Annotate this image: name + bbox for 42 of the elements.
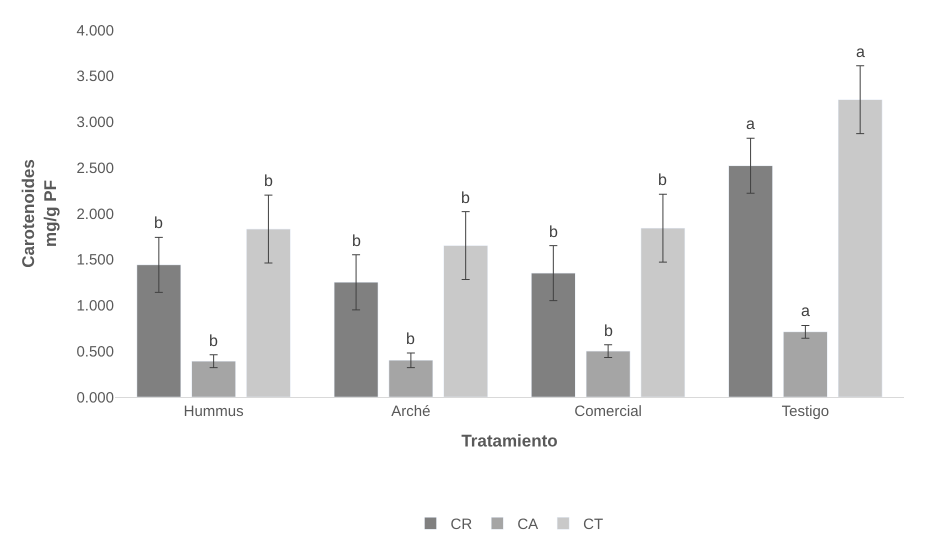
data-label: b: [352, 233, 361, 250]
legend-label: CT: [583, 516, 604, 534]
x-axis-title: Tratamiento: [461, 431, 558, 450]
data-label: b: [154, 215, 163, 232]
y-tick-label: 1.000: [76, 298, 114, 314]
y-tick-label: 3.500: [76, 68, 114, 86]
bar: [531, 272, 576, 397]
data-label: b: [406, 331, 415, 348]
y-axis-title: Carotenoides mg/g PF: [18, 159, 60, 268]
x-tick-label: Comercial: [574, 403, 642, 420]
bar: [246, 228, 291, 397]
y-tick-label: 0.500: [76, 343, 114, 360]
data-label: a: [746, 116, 755, 133]
bar: [728, 166, 773, 397]
data-label: b: [264, 173, 273, 190]
bar: [136, 264, 181, 397]
x-tick-label: Hummus: [184, 403, 244, 420]
y-tick-label: 4.000: [76, 22, 114, 40]
bar: [388, 360, 434, 397]
y-tick-label: 3.000: [76, 114, 114, 131]
data-label: b: [604, 323, 613, 340]
data-label: a: [856, 44, 865, 61]
y-tick-label: 1.500: [76, 252, 114, 269]
bar: [783, 332, 828, 397]
bar: [191, 360, 236, 397]
data-label: b: [549, 224, 558, 241]
data-label: b: [209, 333, 218, 350]
x-tick-label: Testigo: [782, 403, 830, 420]
legend-label: CA: [517, 516, 538, 534]
legend-label: CR: [450, 516, 472, 534]
bar: [838, 99, 882, 397]
y-tick-label: 2.500: [76, 160, 114, 177]
bar: [334, 282, 378, 397]
data-label: b: [461, 190, 470, 207]
bar: [444, 245, 488, 397]
y-tick-label: 0.000: [76, 389, 114, 406]
x-tick-label: Arché: [391, 403, 430, 420]
data-label: b: [658, 172, 667, 189]
y-tick-label: 2.000: [76, 206, 114, 223]
bar: [640, 228, 686, 397]
bar: [586, 350, 630, 397]
data-label: a: [801, 303, 810, 320]
